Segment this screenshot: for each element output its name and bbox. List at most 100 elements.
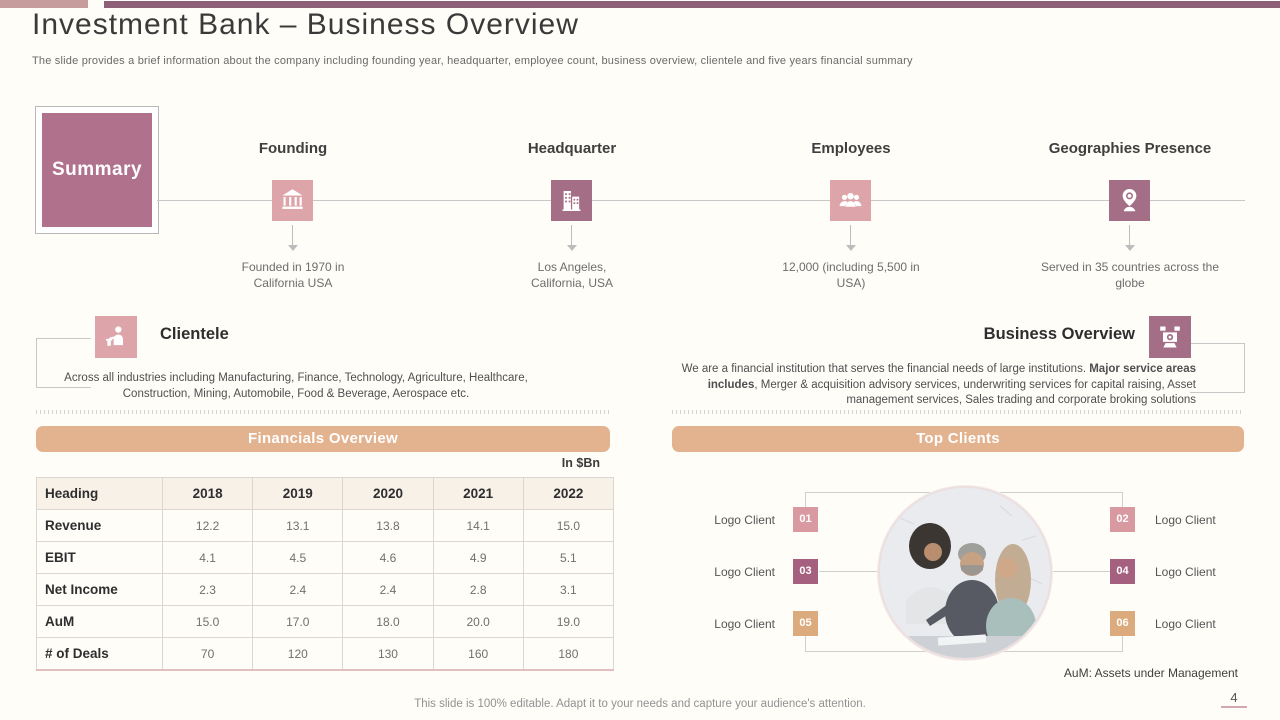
table-row: Revenue 12.2 13.1 13.8 14.1 15.0 [36, 509, 615, 542]
timeline-description: 12,000 (including 5,500 in USA) [782, 260, 920, 290]
cell: 2.4 [252, 573, 344, 606]
client-label: Logo Client [1155, 565, 1216, 579]
cell: 2.4 [342, 573, 434, 606]
bo-text-bold: Major service areas includes [707, 363, 1196, 391]
cell: 19.0 [522, 605, 615, 638]
client-number-badge: 04 [1110, 559, 1135, 584]
bo-text-rest: , Merger & acquisition advisory services… [754, 378, 1196, 407]
column-header: 2018 [161, 477, 254, 510]
clientele-bracket [36, 338, 91, 388]
unit-note: In $Bn [561, 456, 600, 470]
cell: 17.0 [252, 605, 344, 638]
cell: 2.3 [161, 573, 254, 606]
cell: 14.1 [432, 509, 524, 542]
timeline-label: Founding [258, 140, 328, 157]
cell: 13.1 [252, 509, 344, 542]
cell: 130 [342, 637, 434, 671]
cell: 160 [432, 637, 524, 671]
table-row: EBIT 4.1 4.5 4.6 4.9 5.1 [36, 541, 615, 574]
timeline-item-employees: Employees 12,000 (including 5,500 in USA… [741, 140, 961, 305]
row-label: Net Income [36, 573, 163, 606]
teller-machine-icon [1149, 316, 1191, 358]
arrow-stem [571, 225, 572, 245]
connector-line [1122, 492, 1123, 508]
timeline-line [157, 200, 1245, 201]
arrow-stem [850, 225, 851, 245]
timeline-item-geographies: Geographies Presence Served in 35 countr… [1020, 140, 1240, 305]
timeline-description: Los Angeles, California, USA [530, 260, 614, 290]
cell: 15.0 [522, 509, 615, 542]
row-label: Revenue [36, 509, 163, 542]
column-header: 2021 [432, 477, 524, 510]
column-header: 2020 [342, 477, 434, 510]
arrow-stem [292, 225, 293, 245]
cell: 120 [252, 637, 344, 671]
timeline-description: Founded in 1970 in California USA [241, 260, 345, 290]
dotted-separator-left [36, 410, 610, 414]
top-accent-bar-rose [0, 0, 88, 8]
column-header: 2022 [522, 477, 615, 510]
row-label: # of Deals [36, 637, 163, 671]
client-number-badge: 05 [793, 611, 818, 636]
cell: 3.1 [522, 573, 615, 606]
table-row: Net Income 2.3 2.4 2.4 2.8 3.1 [36, 573, 615, 606]
timeline-description: Served in 35 countries across the globe [1040, 260, 1220, 290]
timeline-label: Headquarter [527, 140, 617, 157]
cell: 18.0 [342, 605, 434, 638]
client-number-badge: 02 [1110, 507, 1135, 532]
top-accent-bar-mauve [104, 1, 1280, 8]
arrow-down-icon [288, 245, 298, 251]
arrow-down-icon [846, 245, 856, 251]
arrow-down-icon [1125, 245, 1135, 251]
timeline-item-headquarter: Headquarter Los Angeles, California, USA [462, 140, 682, 305]
financials-table: Heading 2018 2019 2020 2021 2022 Revenue… [36, 477, 615, 671]
row-label: AuM [36, 605, 163, 638]
connector-line [805, 492, 806, 508]
person-location-icon [1109, 180, 1150, 221]
cell: 180 [522, 637, 615, 671]
business-overview-text: We are a financial institution that serv… [678, 362, 1196, 409]
clients-photo [878, 486, 1052, 660]
connector-line [1122, 636, 1123, 652]
business-overview-bracket [1190, 343, 1245, 393]
connector-line [805, 636, 806, 652]
footer-note: This slide is 100% editable. Adapt it to… [414, 698, 866, 710]
timeline-item-founding: Founding Founded in 1970 in California U… [183, 140, 403, 305]
client-label: Logo Client [1155, 513, 1216, 527]
cell: 4.5 [252, 541, 344, 574]
cell: 5.1 [522, 541, 615, 574]
people-group-icon [830, 180, 871, 221]
aum-footnote: AuM: Assets under Management [1063, 666, 1238, 680]
timeline-label: Employees [811, 140, 891, 157]
summary-label: Summary [42, 113, 152, 227]
client-label: Logo Client [714, 617, 775, 631]
row-label: EBIT [36, 541, 163, 574]
dotted-separator-right [672, 410, 1244, 414]
arrow-stem [1129, 225, 1130, 245]
client-number-badge: 06 [1110, 611, 1135, 636]
page-subtitle: The slide provides a brief information a… [32, 55, 913, 67]
cell: 4.6 [342, 541, 434, 574]
client-label: Logo Client [714, 565, 775, 579]
cell: 2.8 [432, 573, 524, 606]
table-row: # of Deals 70 120 130 160 180 [36, 637, 615, 671]
arrow-down-icon [567, 245, 577, 251]
cell: 4.1 [161, 541, 254, 574]
person-podium-icon [95, 316, 137, 358]
clientele-text: Across all industries including Manufact… [64, 372, 528, 400]
cell: 12.2 [161, 509, 254, 542]
page-number: 4 [1221, 690, 1247, 708]
financials-banner: Financials Overview [36, 426, 610, 452]
top-clients-banner: Top Clients [672, 426, 1244, 452]
page-title: Investment Bank – Business Overview [32, 8, 579, 41]
client-label: Logo Client [714, 513, 775, 527]
clientele-heading: Clientele [160, 325, 229, 343]
cell: 70 [161, 637, 254, 671]
column-header: 2019 [252, 477, 344, 510]
buildings-icon [551, 180, 592, 221]
bo-text-lead: We are a financial institution that serv… [681, 363, 1090, 375]
client-label: Logo Client [1155, 617, 1216, 631]
summary-box: Summary [35, 106, 159, 234]
client-number-badge: 01 [793, 507, 818, 532]
